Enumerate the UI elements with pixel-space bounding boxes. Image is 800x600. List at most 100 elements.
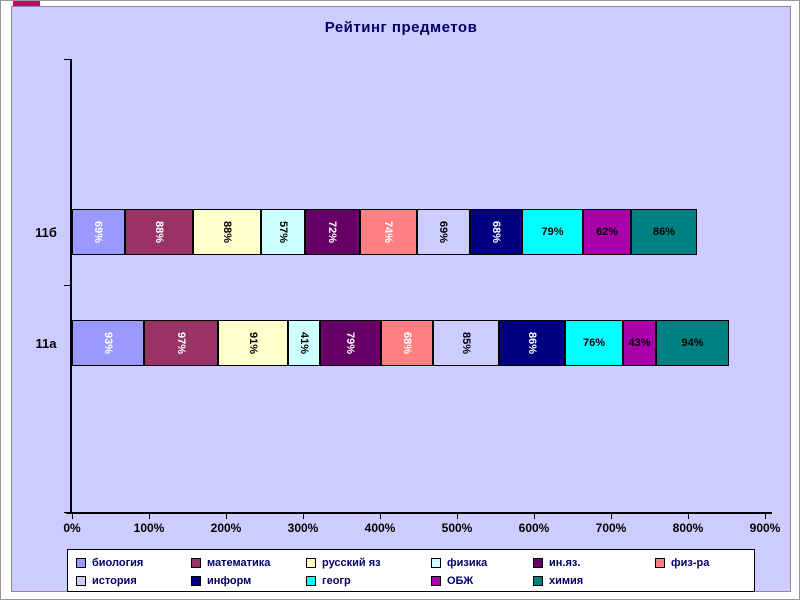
bar-segment-11а-ОБЖ: 43%: [623, 320, 656, 366]
bar-segment-11а-физика: 41%: [288, 320, 320, 366]
x-axis-tick-label: 800%: [672, 521, 704, 535]
legend-label: геогр: [322, 575, 351, 587]
segment-value-label: 85%: [460, 331, 472, 355]
legend-label: биология: [92, 557, 144, 569]
legend-item-физ-ра: физ-ра: [655, 555, 709, 571]
bar-segment-11б-ин.яз.: 72%: [305, 209, 360, 255]
stacked-bar-11а: 93% 97% 91% 41% 79% 68% 85% 86% 76% 43% 94%: [72, 320, 765, 366]
y-axis-tick: [64, 59, 70, 60]
segment-value-label: 69%: [92, 220, 105, 244]
legend-label: химия: [549, 575, 584, 587]
bar-segment-11б-физ-ра: 74%: [360, 209, 417, 255]
legend-swatch: [191, 576, 201, 586]
legend-label: физика: [447, 557, 488, 569]
bar-segment-11б-химия: 86%: [631, 209, 697, 255]
segment-value-label: 86%: [526, 331, 538, 355]
x-axis-tick: [226, 514, 227, 519]
legend-label: русский яз: [322, 557, 381, 569]
segment-value-label: 97%: [175, 331, 187, 355]
legend-item-информ: информ: [191, 573, 251, 589]
legend-item-химия: химия: [533, 573, 583, 589]
bar-segment-11а-история: 85%: [433, 320, 499, 366]
bar-segment-11б-информ: 68%: [470, 209, 522, 255]
x-axis-tick-label: 100%: [133, 521, 165, 535]
x-axis-tick: [303, 514, 304, 519]
legend-label: математика: [207, 557, 271, 569]
x-axis-tick: [534, 514, 535, 519]
legend-label: информ: [207, 575, 252, 587]
legend-item-русский яз: русский яз: [306, 555, 381, 571]
legend-swatch: [306, 576, 316, 586]
chart-legend: биология математика русский яз физика ин.яз.…: [67, 549, 755, 592]
legend-swatch: [431, 576, 441, 586]
segment-value-label: 88%: [221, 220, 233, 244]
legend-swatch: [191, 558, 201, 568]
bar-segment-11б-история: 69%: [417, 209, 470, 255]
bar-segment-11а-ин.яз.: 79%: [320, 320, 381, 366]
x-axis-tick: [688, 514, 689, 519]
bar-segment-11а-русский яз: 91%: [218, 320, 288, 366]
legend-label: физ-ра: [671, 557, 710, 569]
stacked-bar-11б: 69% 88% 88% 57% 72% 74% 69% 68% 79% 62% 86%: [72, 209, 765, 255]
y-axis-tick: [64, 512, 70, 513]
x-axis-tick-label: 0%: [63, 521, 81, 535]
segment-value-label: 94%: [681, 337, 704, 349]
segment-value-label: 69%: [437, 220, 450, 244]
segment-value-label: 74%: [382, 220, 395, 244]
segment-value-label: 76%: [582, 337, 606, 349]
y-axis-line: [70, 59, 72, 514]
legend-item-биология: биология: [76, 555, 143, 571]
bar-segment-11а-информ: 86%: [499, 320, 565, 366]
bar-segment-11а-физ-ра: 68%: [381, 320, 433, 366]
chart-area: Рейтинг предметов 11б 11а 69% 88% 88% 57% 72…: [11, 6, 791, 592]
legend-swatch: [306, 558, 316, 568]
segment-value-label: 72%: [326, 220, 339, 244]
legend-item-ОБЖ: ОБЖ: [431, 573, 473, 589]
category-label-11b: 11б: [35, 225, 57, 240]
x-axis-line: [66, 512, 772, 514]
category-label-11a: 11а: [35, 336, 57, 351]
x-axis-tick-label: 700%: [595, 521, 627, 535]
legend-swatch: [533, 558, 543, 568]
legend-item-геогр: геогр: [306, 573, 351, 589]
segment-value-label: 79%: [344, 331, 357, 355]
legend-item-физика: физика: [431, 555, 487, 571]
bar-segment-11б-русский яз: 88%: [193, 209, 261, 255]
legend-label: ин.яз.: [549, 557, 581, 569]
legend-swatch: [655, 558, 665, 568]
legend-item-ин.яз.: ин.яз.: [533, 555, 580, 571]
legend-label: ОБЖ: [447, 575, 474, 587]
x-axis-tick: [765, 514, 766, 519]
bar-segment-11б-геогр: 79%: [522, 209, 583, 255]
bar-segment-11б-ОБЖ: 62%: [583, 209, 631, 255]
bar-segment-11б-биология: 69%: [72, 209, 125, 255]
segment-value-label: 79%: [541, 226, 564, 238]
segment-value-label: 57%: [277, 220, 289, 244]
segment-value-label: 93%: [102, 331, 114, 355]
legend-item-история: история: [76, 573, 137, 589]
x-axis-tick: [457, 514, 458, 519]
legend-swatch: [76, 558, 86, 568]
bar-segment-11а-биология: 93%: [72, 320, 144, 366]
segment-value-label: 88%: [153, 220, 165, 244]
x-axis-tick: [611, 514, 612, 519]
x-axis-tick: [380, 514, 381, 519]
bar-segment-11а-математика: 97%: [144, 320, 218, 366]
legend-swatch: [76, 576, 86, 586]
segment-value-label: 68%: [401, 331, 413, 355]
bar-segment-11а-химия: 94%: [656, 320, 729, 366]
legend-swatch: [533, 576, 543, 586]
segment-value-label: 91%: [247, 331, 259, 355]
bar-segment-11б-математика: 88%: [125, 209, 193, 255]
x-axis-tick-label: 600%: [518, 521, 550, 535]
legend-item-математика: математика: [191, 555, 270, 571]
segment-value-label: 62%: [595, 226, 619, 238]
segment-value-label: 86%: [652, 226, 676, 238]
segment-value-label: 68%: [490, 220, 502, 244]
legend-swatch: [431, 558, 441, 568]
x-axis-tick-label: 900%: [749, 521, 781, 535]
bar-segment-11б-физика: 57%: [261, 209, 305, 255]
x-axis-tick: [149, 514, 150, 519]
x-axis-tick-label: 300%: [287, 521, 319, 535]
